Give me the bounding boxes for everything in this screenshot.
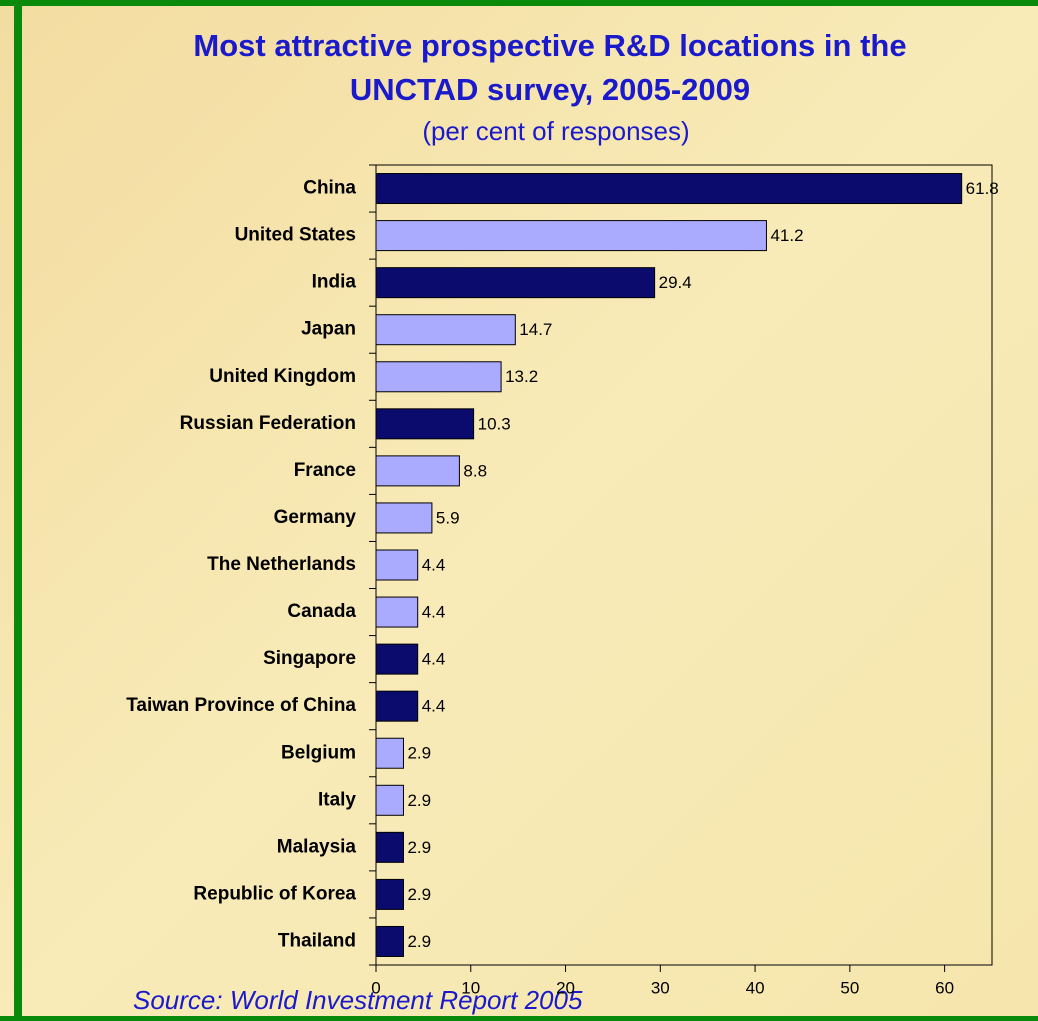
bar [375, 220, 767, 252]
left-border [14, 0, 22, 1021]
y-tick-label: United States [235, 225, 356, 246]
value-label: 10.3 [478, 414, 511, 433]
value-label: 4.4 [422, 650, 446, 669]
value-label: 2.9 [407, 932, 431, 951]
x-tick-label: 20 [556, 978, 575, 997]
bottom-border [0, 1016, 1038, 1021]
x-tick-label: 60 [935, 978, 954, 997]
value-label: 5.9 [436, 508, 460, 527]
y-tick-label: Germany [274, 507, 357, 528]
value-label: 41.2 [770, 226, 803, 245]
bar [375, 361, 502, 393]
bar [375, 596, 419, 628]
value-label: 4.4 [422, 555, 446, 574]
y-tick-label: India [312, 272, 357, 293]
y-tick-label: Italy [318, 789, 356, 810]
bar [375, 737, 404, 769]
x-tick-label: 50 [840, 978, 859, 997]
value-label: 2.9 [407, 838, 431, 857]
bar [375, 878, 404, 910]
y-tick-label: The Netherlands [207, 554, 356, 575]
value-label: 2.9 [407, 885, 431, 904]
value-label: 2.9 [407, 744, 431, 763]
x-tick-label: 40 [746, 978, 765, 997]
bar [375, 408, 475, 440]
bar [375, 455, 460, 487]
y-tick-label: Japan [301, 319, 356, 340]
bar [375, 690, 419, 722]
value-label: 14.7 [519, 320, 552, 339]
chart-subtitle: (per cent of responses) [422, 116, 689, 146]
y-tick-label: Russian Federation [180, 413, 356, 434]
y-tick-label: France [294, 460, 356, 481]
y-tick-label: Malaysia [277, 836, 357, 857]
value-label: 4.4 [422, 697, 446, 716]
value-label: 2.9 [407, 791, 431, 810]
bar [375, 314, 516, 346]
bar [375, 784, 404, 816]
y-tick-label: Belgium [281, 742, 356, 763]
bar [375, 643, 419, 675]
bar [375, 267, 656, 299]
y-tick-label: United Kingdom [209, 366, 356, 387]
y-tick-label: China [303, 178, 356, 199]
bar [375, 925, 404, 957]
value-label: 13.2 [505, 367, 538, 386]
y-tick-label: Singapore [263, 648, 356, 669]
x-tick-label: 0 [371, 978, 380, 997]
value-label: 61.8 [966, 179, 999, 198]
top-border [0, 0, 1038, 6]
y-tick-label: Republic of Korea [193, 883, 356, 904]
bar [375, 502, 433, 534]
y-tick-label: Thailand [278, 930, 356, 951]
bar [375, 173, 963, 205]
bar [375, 549, 419, 581]
value-label: 29.4 [659, 273, 692, 292]
y-tick-label: Canada [287, 601, 356, 622]
value-label: 8.8 [463, 461, 487, 480]
x-tick-label: 30 [651, 978, 670, 997]
value-label: 4.4 [422, 603, 446, 622]
y-tick-label: Taiwan Province of China [126, 695, 356, 716]
chart-title: Most attractive prospective R&D location… [193, 28, 906, 107]
source-note: Source: World Investment Report 2005 [133, 985, 583, 1015]
x-tick-label: 10 [461, 978, 480, 997]
bar [375, 831, 404, 863]
